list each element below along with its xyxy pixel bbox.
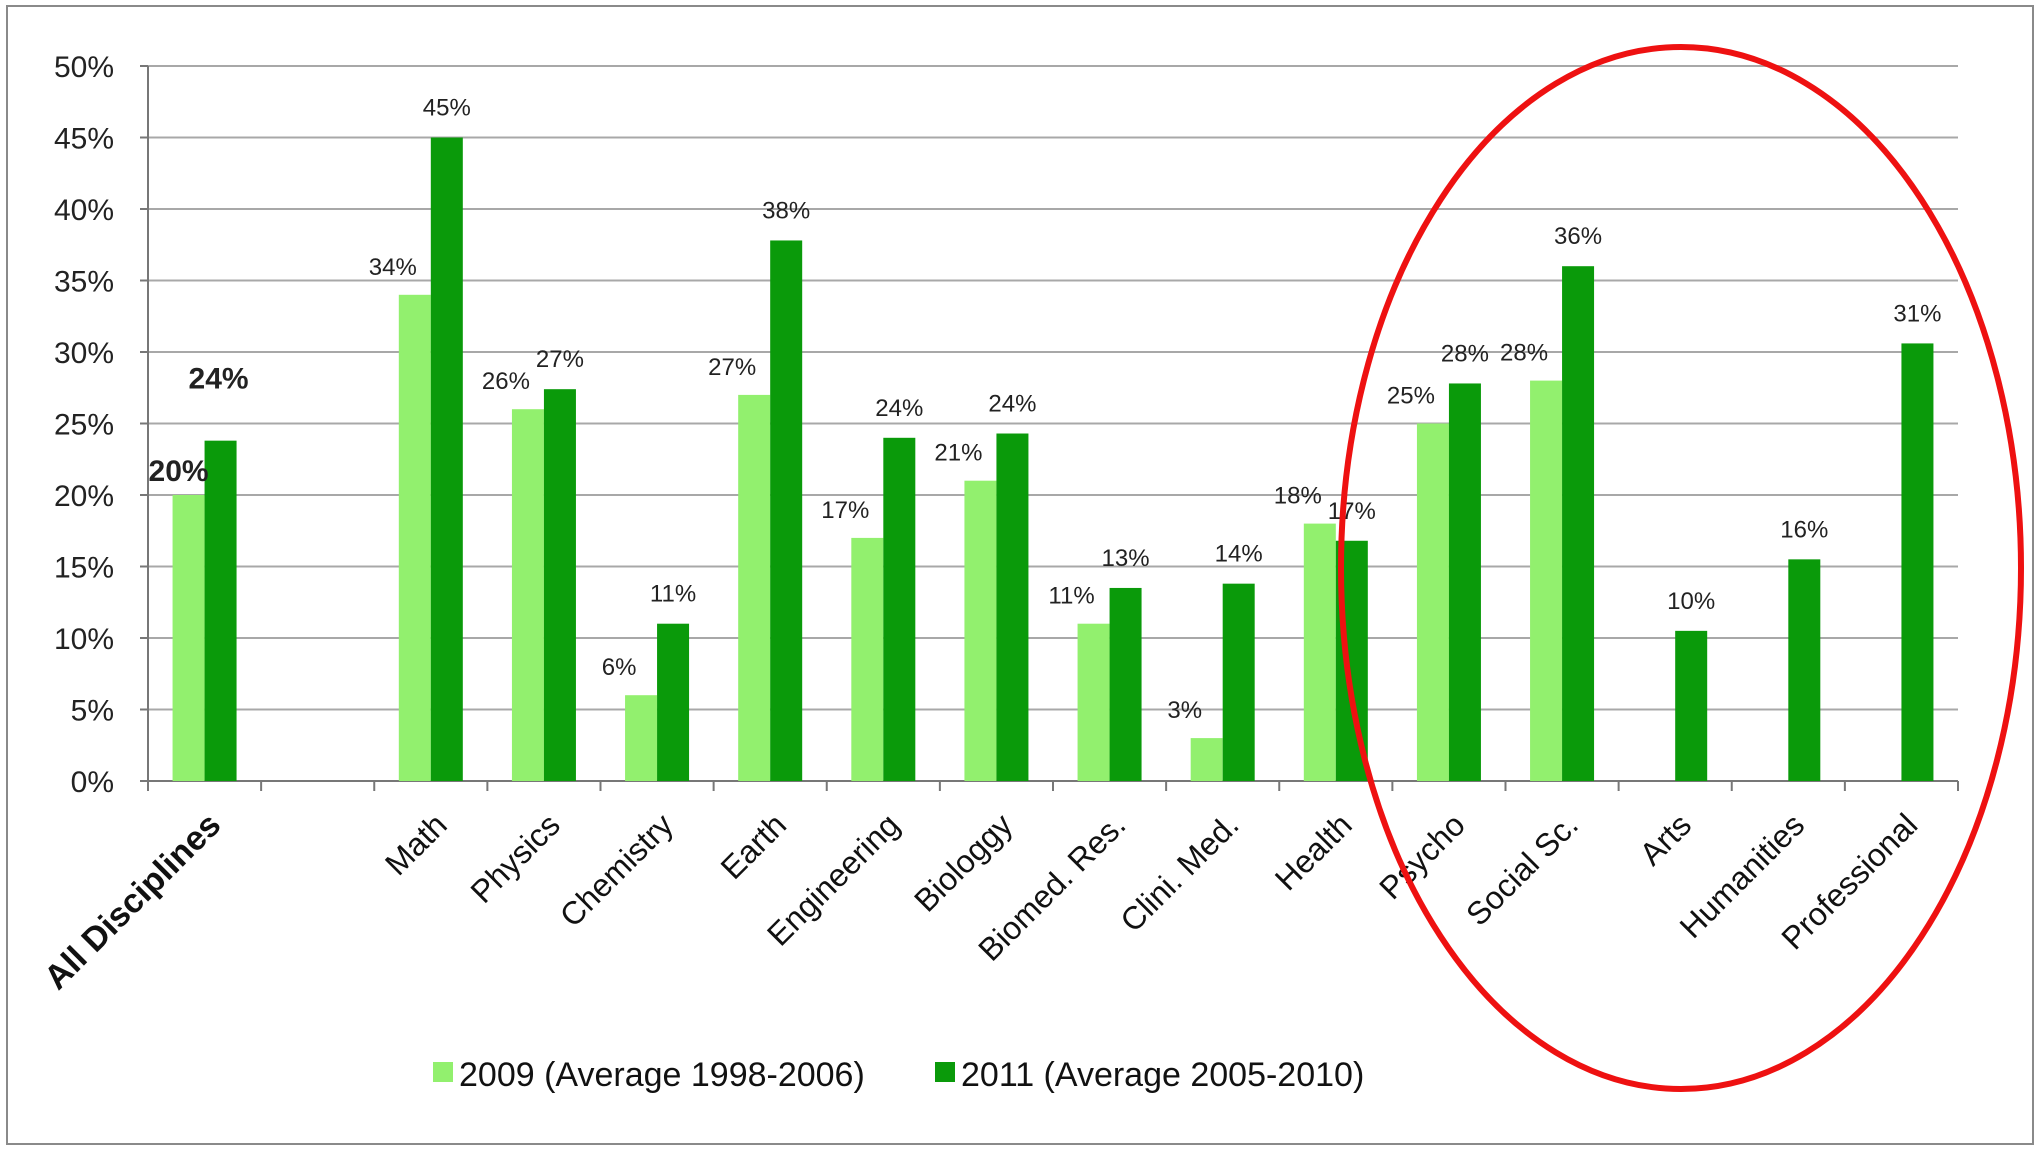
data-label: 10% [1667, 588, 1715, 615]
legend-label: 2009 (Average 1998-2006) [459, 1056, 865, 1094]
category-label: Chemistry [553, 806, 680, 933]
data-label: 26% [482, 368, 530, 395]
category-label: Health [1268, 806, 1359, 897]
data-label: 24% [988, 391, 1036, 418]
category-label: Clini. Med. [1113, 806, 1245, 938]
bar [172, 495, 205, 781]
bar [883, 437, 916, 781]
bar [1109, 587, 1142, 781]
y-tick-label: 25% [54, 409, 114, 442]
y-tick-label: 45% [54, 123, 114, 156]
bar [738, 394, 771, 781]
annotation [1338, 44, 2024, 1092]
category-label: Social Sc. [1459, 806, 1585, 932]
bar [204, 440, 237, 781]
y-tick-label: 20% [54, 480, 114, 513]
data-label: 36% [1554, 223, 1602, 250]
data-label: 38% [762, 197, 810, 224]
legend-swatch [433, 1062, 453, 1082]
bar [398, 294, 431, 781]
bar [543, 389, 576, 781]
category-label: Psycho [1372, 806, 1472, 906]
bar [1788, 559, 1821, 781]
category-label: Physics [463, 806, 566, 909]
data-label: 3% [1167, 697, 1202, 724]
data-label: 14% [1215, 541, 1263, 568]
category-label: Biologgy [907, 806, 1019, 918]
data-label: 13% [1102, 545, 1150, 572]
data-labels: 20%34%26%6%27%17%21%11%3%18%25%28%24%45%… [149, 95, 1942, 725]
legend-label: 2011 (Average 2005-2010) [961, 1056, 1364, 1094]
y-tick-label: 5% [71, 695, 114, 728]
bar [1562, 266, 1595, 781]
legend-swatch [935, 1062, 955, 1082]
bar [1901, 343, 1934, 781]
bar [1077, 623, 1110, 781]
bar [657, 623, 690, 781]
data-label: 34% [369, 254, 417, 281]
data-label: 28% [1441, 340, 1489, 367]
bar [430, 137, 463, 781]
category-label: Arts [1632, 806, 1698, 872]
category-label: Math [378, 806, 454, 882]
data-label: 28% [1500, 340, 1548, 367]
data-label: 18% [1274, 483, 1322, 510]
data-label: 21% [934, 440, 982, 467]
bar [996, 433, 1029, 781]
data-label: 6% [602, 654, 637, 681]
category-label: All Disciplines [37, 806, 228, 997]
highlight-ellipse [1338, 44, 2024, 1092]
bar [1303, 523, 1336, 781]
bar [1190, 738, 1223, 781]
data-label: 45% [423, 95, 471, 122]
category-label: Earth [714, 806, 794, 886]
bar [625, 695, 658, 781]
data-label: 17% [1328, 498, 1376, 525]
data-label: 17% [821, 497, 869, 524]
y-tick-label: 0% [71, 766, 114, 799]
y-tick-label: 10% [54, 623, 114, 656]
bar [1222, 583, 1255, 781]
bar [964, 480, 997, 781]
bars [172, 137, 1934, 781]
data-label: 16% [1780, 516, 1828, 543]
data-label: 27% [708, 354, 756, 381]
data-label: 11% [650, 581, 696, 608]
y-tick-label: 15% [54, 552, 114, 585]
bar [851, 537, 884, 781]
data-label: 25% [1387, 383, 1435, 410]
bar [1448, 383, 1481, 781]
data-label: 11% [1048, 583, 1094, 610]
data-label: 20% [149, 455, 209, 488]
bar [1675, 630, 1708, 781]
data-label: 24% [875, 395, 923, 422]
data-label: 27% [536, 346, 584, 373]
bar [1416, 423, 1449, 781]
data-label: 24% [189, 363, 249, 396]
data-label: 31% [1893, 300, 1941, 327]
bar [1530, 380, 1563, 781]
y-tick-label: 35% [54, 266, 114, 299]
y-tick-label: 50% [54, 51, 114, 84]
y-tick-label: 40% [54, 194, 114, 227]
legend: 2009 (Average 1998-2006) 2011 (Average 20… [433, 1056, 1364, 1094]
y-axis: 0% 5% 10% 15% 20% 25% 30% 35% 40% 45% 50% [54, 51, 149, 799]
bar [511, 409, 544, 781]
bar [770, 240, 803, 781]
y-tick-label: 30% [54, 337, 114, 370]
